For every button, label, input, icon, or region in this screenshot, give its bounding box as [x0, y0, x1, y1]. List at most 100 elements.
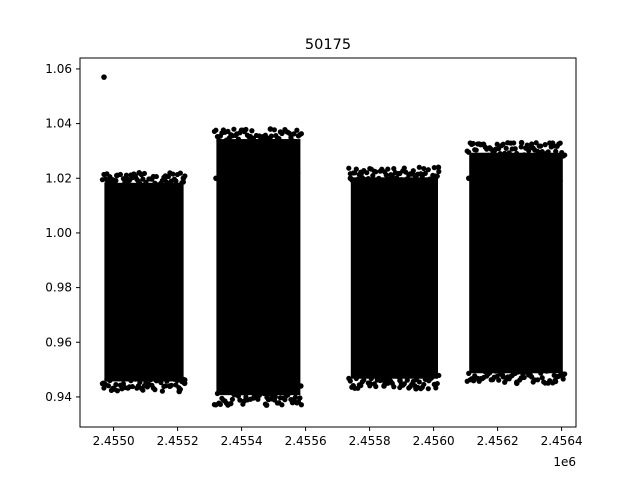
data-point [539, 366, 546, 373]
data-point [557, 140, 563, 146]
data-point [506, 153, 512, 160]
data-point [389, 175, 395, 182]
data-point [410, 168, 416, 174]
data-point [552, 377, 558, 384]
data-point [225, 128, 231, 134]
data-band-core [216, 139, 301, 396]
data-point [152, 387, 158, 393]
data-point [137, 379, 143, 385]
data-point [144, 183, 150, 189]
data-point [496, 377, 502, 383]
data-dense-bands [99, 126, 568, 408]
data-point [473, 367, 479, 373]
data-point [113, 178, 119, 184]
data-point [403, 372, 409, 378]
data-point [164, 179, 170, 186]
data-point [142, 366, 149, 373]
data-point [272, 394, 279, 400]
data-point [542, 142, 548, 148]
data-point [104, 180, 110, 187]
data-point [140, 387, 146, 393]
data-point [518, 144, 524, 150]
data-point [253, 388, 259, 395]
data-point [268, 133, 274, 139]
data-point [512, 146, 518, 152]
x-tick-label: 2.4562 [477, 434, 519, 448]
data-band-core [350, 177, 438, 379]
data-point [291, 131, 297, 137]
data-point [380, 178, 386, 184]
data-point [298, 402, 304, 408]
data-point [533, 156, 539, 162]
x-tick-label: 2.4554 [221, 434, 263, 448]
x-tick-label: 2.4560 [413, 434, 455, 448]
y-tick-label: 1.06 [45, 62, 72, 76]
data-band-2 [211, 126, 304, 408]
data-point [376, 175, 382, 181]
data-point [366, 380, 373, 387]
data-point [158, 379, 164, 386]
data-point [548, 366, 554, 372]
data-point [347, 175, 354, 182]
data-point [286, 130, 292, 136]
data-point [149, 183, 155, 190]
data-point [364, 170, 370, 176]
data-point [292, 394, 298, 400]
data-point [125, 178, 131, 184]
data-point [213, 127, 219, 133]
data-point [243, 126, 249, 133]
data-point [544, 368, 550, 374]
data-point [405, 178, 411, 184]
data-point [535, 377, 541, 383]
data-point [425, 167, 431, 173]
data-point [416, 379, 422, 385]
x-tick-label: 2.4564 [541, 434, 583, 448]
data-point [231, 126, 237, 132]
x-tick-label: 2.4556 [285, 434, 327, 448]
data-point [470, 140, 476, 147]
data-point [170, 171, 176, 177]
data-point [279, 402, 285, 408]
data-point [162, 175, 168, 182]
data-point [473, 147, 479, 153]
data-point [511, 140, 517, 146]
data-point [538, 143, 544, 149]
data-point [171, 186, 178, 192]
data-band-core [104, 182, 184, 382]
data-point [180, 175, 187, 182]
data-point [217, 401, 223, 408]
data-point [361, 377, 367, 383]
data-point [347, 378, 353, 384]
y-tick-label: 0.96 [45, 335, 72, 349]
data-point [270, 138, 276, 145]
data-point [421, 165, 427, 172]
data-point [107, 361, 114, 367]
data-point [493, 368, 499, 374]
data-point [398, 177, 404, 183]
data-point [562, 152, 568, 158]
data-point [298, 383, 304, 389]
data-point [401, 381, 407, 387]
data-point [394, 175, 400, 181]
data-point [114, 388, 120, 394]
data-band-3 [346, 164, 442, 392]
data-point [280, 139, 286, 146]
data-point [214, 390, 220, 397]
x-tick-label: 2.4558 [349, 434, 391, 448]
data-point [120, 372, 126, 378]
data-point [107, 377, 113, 384]
data-point [273, 388, 279, 394]
data-point [162, 383, 168, 389]
data-point [290, 399, 296, 406]
data-point [297, 395, 303, 401]
y-tick-label: 1.02 [45, 171, 72, 185]
data-point [500, 141, 506, 147]
data-point [258, 137, 264, 143]
x-tick-label: 2.4552 [157, 434, 199, 448]
data-point [466, 370, 472, 376]
data-point [419, 180, 426, 187]
data-point [358, 170, 365, 176]
data-point [100, 380, 107, 387]
data-point [404, 377, 410, 383]
data-point [560, 372, 566, 378]
